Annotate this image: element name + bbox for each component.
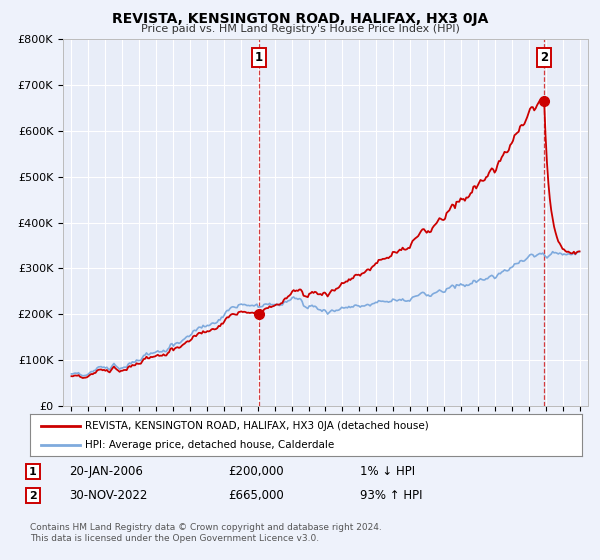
- Text: £200,000: £200,000: [228, 465, 284, 478]
- Text: 1% ↓ HPI: 1% ↓ HPI: [360, 465, 415, 478]
- Text: £665,000: £665,000: [228, 489, 284, 502]
- Text: REVISTA, KENSINGTON ROAD, HALIFAX, HX3 0JA: REVISTA, KENSINGTON ROAD, HALIFAX, HX3 0…: [112, 12, 488, 26]
- Text: This data is licensed under the Open Government Licence v3.0.: This data is licensed under the Open Gov…: [30, 534, 319, 543]
- Text: 1: 1: [29, 466, 37, 477]
- Text: 1: 1: [254, 51, 263, 64]
- Text: 93% ↑ HPI: 93% ↑ HPI: [360, 489, 422, 502]
- Text: REVISTA, KENSINGTON ROAD, HALIFAX, HX3 0JA (detached house): REVISTA, KENSINGTON ROAD, HALIFAX, HX3 0…: [85, 421, 429, 431]
- Text: 2: 2: [540, 51, 548, 64]
- Text: 30-NOV-2022: 30-NOV-2022: [69, 489, 148, 502]
- Text: HPI: Average price, detached house, Calderdale: HPI: Average price, detached house, Cald…: [85, 440, 334, 450]
- Text: Contains HM Land Registry data © Crown copyright and database right 2024.: Contains HM Land Registry data © Crown c…: [30, 523, 382, 532]
- Text: Price paid vs. HM Land Registry's House Price Index (HPI): Price paid vs. HM Land Registry's House …: [140, 24, 460, 34]
- Text: 2: 2: [29, 491, 37, 501]
- Text: 20-JAN-2006: 20-JAN-2006: [69, 465, 143, 478]
